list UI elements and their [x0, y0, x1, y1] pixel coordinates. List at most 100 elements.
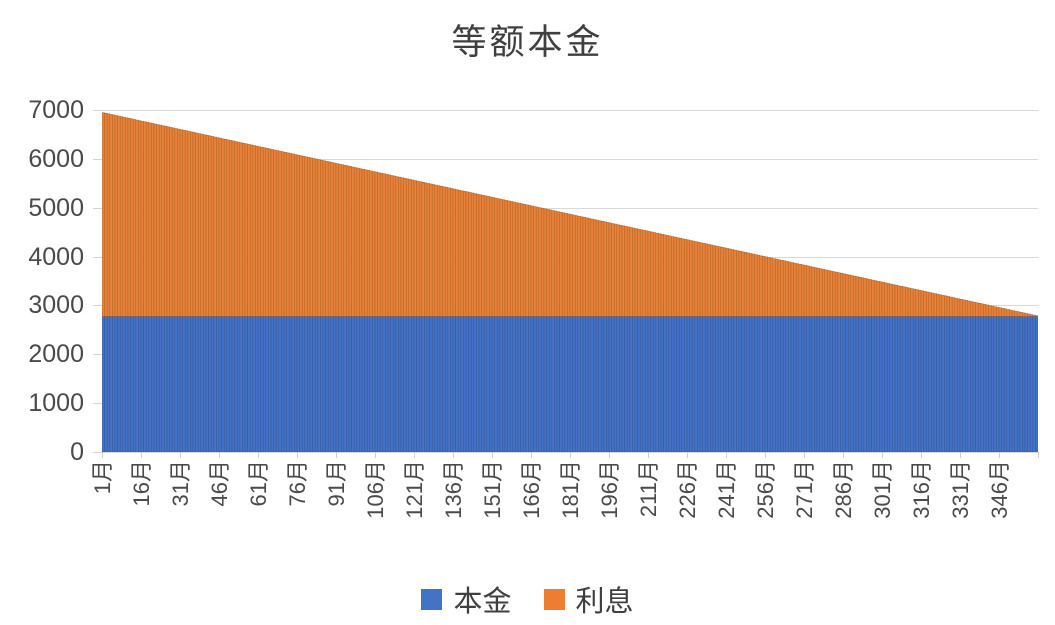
bar-interest-segment	[130, 118, 134, 317]
bar-principal-segment	[437, 316, 441, 452]
bar-principal-segment	[429, 316, 433, 452]
bar-interest-segment	[307, 157, 311, 317]
bar-principal-segment	[585, 316, 589, 452]
bar-interest-segment	[853, 275, 857, 317]
bar-principal-segment	[148, 316, 152, 452]
bar-principal-segment	[819, 316, 823, 452]
bar-interest-segment	[1006, 309, 1010, 317]
legend: 本金 利息	[0, 578, 1055, 620]
bar-interest-segment	[847, 274, 852, 317]
bar-principal-segment	[751, 316, 755, 452]
x-axis-tick-label: 16月	[129, 460, 155, 507]
bar-principal-segment	[400, 316, 404, 452]
bar-principal-segment	[582, 316, 586, 452]
bar-interest-segment	[330, 162, 334, 317]
bar-interest-segment	[827, 270, 831, 317]
bar-principal-segment	[473, 316, 477, 452]
bar-principal-segment	[785, 316, 789, 452]
bar-interest-segment	[673, 236, 677, 317]
bar-interest-segment	[234, 141, 238, 317]
bar-interest-segment	[509, 201, 514, 317]
bar-interest-segment	[317, 159, 321, 317]
bar-interest-segment	[262, 147, 267, 317]
bar-interest-segment	[468, 192, 472, 317]
gridline	[102, 159, 1038, 160]
bar-principal-segment	[541, 316, 545, 452]
bar-interest-segment	[814, 267, 818, 317]
bar-principal-segment	[983, 316, 987, 452]
bar-principal-segment	[626, 316, 631, 452]
bar-interest-segment	[195, 132, 199, 317]
bar-principal-segment	[283, 316, 287, 452]
bar-interest-segment	[502, 199, 506, 317]
bar-principal-segment	[169, 316, 173, 452]
bar-interest-segment	[374, 171, 378, 317]
bar-principal-segment	[720, 316, 724, 452]
y-axis-tick-label: 2000	[28, 340, 84, 368]
bar-principal-segment	[699, 316, 703, 452]
bar-principal-segment	[782, 316, 787, 452]
bar-principal-segment	[759, 316, 763, 452]
bar-principal-segment	[161, 316, 165, 452]
bar-interest-segment	[382, 173, 386, 317]
bar-interest-segment	[837, 272, 841, 317]
bar-principal-segment	[322, 316, 326, 452]
bar-principal-segment	[905, 316, 909, 452]
bar-interest-segment	[803, 265, 807, 317]
bar-principal-segment	[624, 316, 628, 452]
bar-principal-segment	[941, 316, 945, 452]
bar-interest-segment	[832, 271, 836, 317]
bar-interest-segment	[304, 156, 308, 317]
bar-principal-segment	[455, 316, 459, 452]
bar-principal-segment	[327, 316, 332, 452]
bar-principal-segment	[509, 316, 514, 452]
bar-interest-segment	[798, 263, 802, 317]
bar-interest-segment	[538, 207, 542, 317]
bar-interest-segment	[226, 139, 230, 317]
bar-principal-segment	[850, 316, 854, 452]
bar-interest-segment	[772, 258, 776, 317]
bar-principal-segment	[494, 316, 498, 452]
bar-principal-segment	[702, 316, 706, 452]
bar-principal-segment	[153, 316, 157, 452]
bar-interest-segment	[665, 235, 670, 317]
bar-principal-segment	[187, 316, 191, 452]
bar-interest-segment	[242, 142, 246, 317]
bar-interest-segment	[845, 274, 849, 317]
bar-principal-segment	[312, 316, 316, 452]
bar-principal-segment	[829, 316, 833, 452]
bar-interest-segment	[593, 219, 597, 317]
bar-principal-segment	[499, 316, 503, 452]
bar-principal-segment	[803, 316, 807, 452]
bar-interest-segment	[741, 251, 745, 317]
x-axis-tick-label: 166月	[519, 460, 545, 519]
bar-interest-segment	[312, 158, 316, 317]
bar-principal-segment	[681, 316, 685, 452]
bar-interest-segment	[190, 131, 194, 317]
bar-principal-segment	[951, 316, 956, 452]
x-axis-tick-label: 286月	[831, 460, 857, 519]
bar-interest-segment	[494, 197, 498, 317]
bar-interest-segment	[598, 220, 602, 317]
bar-interest-segment	[910, 288, 914, 317]
bar-principal-segment	[522, 316, 527, 452]
bar-interest-segment	[788, 261, 792, 317]
bar-interest-segment	[421, 181, 425, 317]
x-axis-tick-label: 106月	[363, 460, 389, 519]
bar-principal-segment	[239, 316, 243, 452]
bar-interest-segment	[408, 179, 412, 317]
bar-principal-segment	[348, 316, 352, 452]
bar-principal-segment	[694, 316, 698, 452]
bar-interest-segment	[629, 227, 633, 317]
bar-interest-segment	[273, 149, 277, 317]
bar-principal-segment	[598, 316, 602, 452]
bar-principal-segment	[1019, 316, 1023, 452]
bar-principal-segment	[463, 316, 467, 452]
bar-principal-segment	[444, 316, 449, 452]
bar-interest-segment	[426, 183, 430, 317]
bar-principal-segment	[873, 316, 878, 452]
bar-principal-segment	[655, 316, 659, 452]
bar-principal-segment	[691, 316, 696, 452]
bar-interest-segment	[496, 198, 501, 317]
bar-principal-segment	[665, 316, 670, 452]
